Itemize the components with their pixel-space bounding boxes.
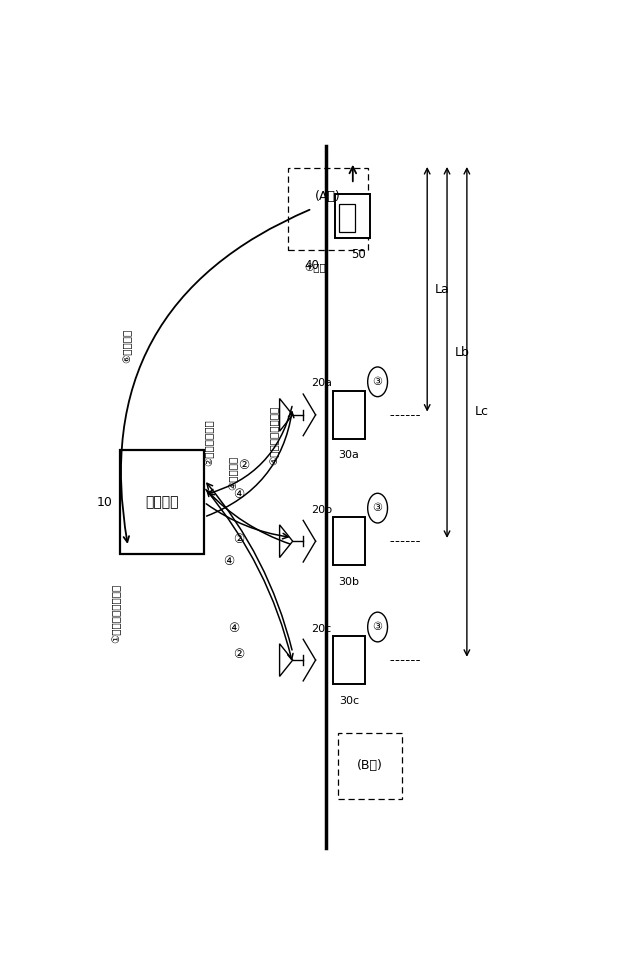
Text: 20b: 20b (310, 505, 332, 514)
Text: ⑥進行信号: ⑥進行信号 (122, 329, 132, 363)
Text: 50: 50 (351, 248, 365, 262)
Text: 40: 40 (305, 260, 319, 272)
Text: ④: ④ (223, 555, 234, 568)
FancyArrowPatch shape (207, 483, 292, 650)
Text: 10: 10 (97, 496, 112, 509)
FancyArrowPatch shape (206, 489, 293, 659)
FancyArrowPatch shape (209, 406, 292, 495)
FancyBboxPatch shape (333, 636, 365, 684)
Text: ②: ② (233, 533, 244, 546)
Text: 中央装置: 中央装置 (145, 495, 179, 510)
Text: ②: ② (233, 648, 244, 661)
Text: ④受信応答: ④受信応答 (228, 455, 239, 489)
Text: 20c: 20c (310, 623, 331, 633)
Text: ④: ④ (233, 488, 244, 501)
Text: ③: ③ (372, 376, 383, 387)
Text: 30a: 30a (339, 451, 360, 460)
Text: ④: ④ (228, 622, 239, 635)
Text: 30c: 30c (339, 696, 359, 705)
FancyBboxPatch shape (339, 205, 355, 233)
FancyArrowPatch shape (207, 490, 290, 544)
Text: (B駅): (B駅) (357, 759, 383, 772)
Text: (A駅): (A駅) (315, 190, 341, 203)
FancyBboxPatch shape (120, 450, 204, 554)
FancyArrowPatch shape (121, 209, 310, 542)
FancyBboxPatch shape (333, 517, 365, 565)
FancyBboxPatch shape (335, 194, 370, 238)
Text: ⑦出発: ⑦出発 (305, 263, 326, 273)
Text: 20a: 20a (310, 378, 332, 388)
Text: La: La (435, 283, 449, 296)
Text: ④警報開始時刻記憶: ④警報開始時刻記憶 (269, 405, 280, 465)
Text: ③: ③ (372, 622, 383, 632)
FancyArrowPatch shape (206, 504, 288, 538)
Text: Lc: Lc (474, 405, 488, 419)
Text: ②警報開始時刻: ②警報開始時刻 (204, 420, 214, 466)
Text: ②: ② (238, 458, 250, 472)
FancyArrowPatch shape (207, 412, 294, 516)
Text: ③: ③ (372, 503, 383, 513)
Text: Lb: Lb (454, 346, 469, 359)
Text: 30b: 30b (339, 577, 360, 587)
FancyBboxPatch shape (333, 391, 365, 439)
Text: ①警報開始時刻算出: ①警報開始時刻算出 (111, 584, 121, 644)
